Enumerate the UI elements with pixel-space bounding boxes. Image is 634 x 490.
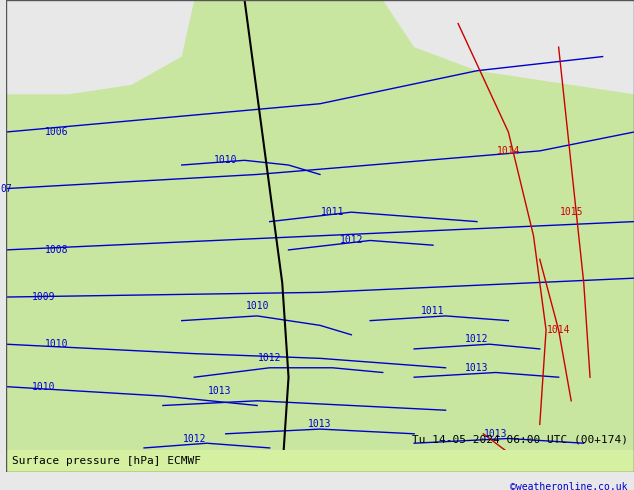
Text: 1006: 1006: [44, 127, 68, 137]
Text: 1011: 1011: [321, 207, 344, 217]
Text: 1009: 1009: [32, 292, 55, 302]
Text: ©weatheronline.co.uk: ©weatheronline.co.uk: [510, 482, 628, 490]
Text: 07: 07: [0, 184, 12, 194]
Text: 1013: 1013: [465, 363, 489, 373]
Text: 1013: 1013: [208, 386, 231, 396]
Text: 1014: 1014: [484, 457, 508, 467]
Text: 1010: 1010: [245, 301, 269, 312]
Text: 1012: 1012: [340, 236, 363, 245]
Text: 1011: 1011: [421, 306, 444, 316]
Text: 1012: 1012: [465, 335, 489, 344]
Text: 1014: 1014: [547, 325, 571, 335]
Text: Tu 14-05-2024 06:00 UTC (00+174): Tu 14-05-2024 06:00 UTC (00+174): [411, 435, 628, 445]
Text: 1013: 1013: [484, 429, 508, 439]
Text: 1010: 1010: [44, 339, 68, 349]
Text: 1010: 1010: [214, 155, 238, 165]
Polygon shape: [383, 0, 634, 94]
FancyBboxPatch shape: [6, 450, 634, 471]
Text: 1014: 1014: [496, 146, 520, 156]
Text: Surface pressure [hPa] ECMWF: Surface pressure [hPa] ECMWF: [12, 456, 201, 466]
Polygon shape: [6, 0, 194, 94]
Text: 1010: 1010: [32, 382, 55, 392]
Text: 1012: 1012: [258, 353, 281, 364]
Text: 1008: 1008: [44, 245, 68, 255]
Text: 1015: 1015: [559, 207, 583, 217]
Text: 1013: 1013: [384, 457, 407, 467]
Text: 1012: 1012: [183, 434, 206, 443]
Text: 1013: 1013: [308, 419, 332, 429]
FancyBboxPatch shape: [6, 0, 634, 471]
